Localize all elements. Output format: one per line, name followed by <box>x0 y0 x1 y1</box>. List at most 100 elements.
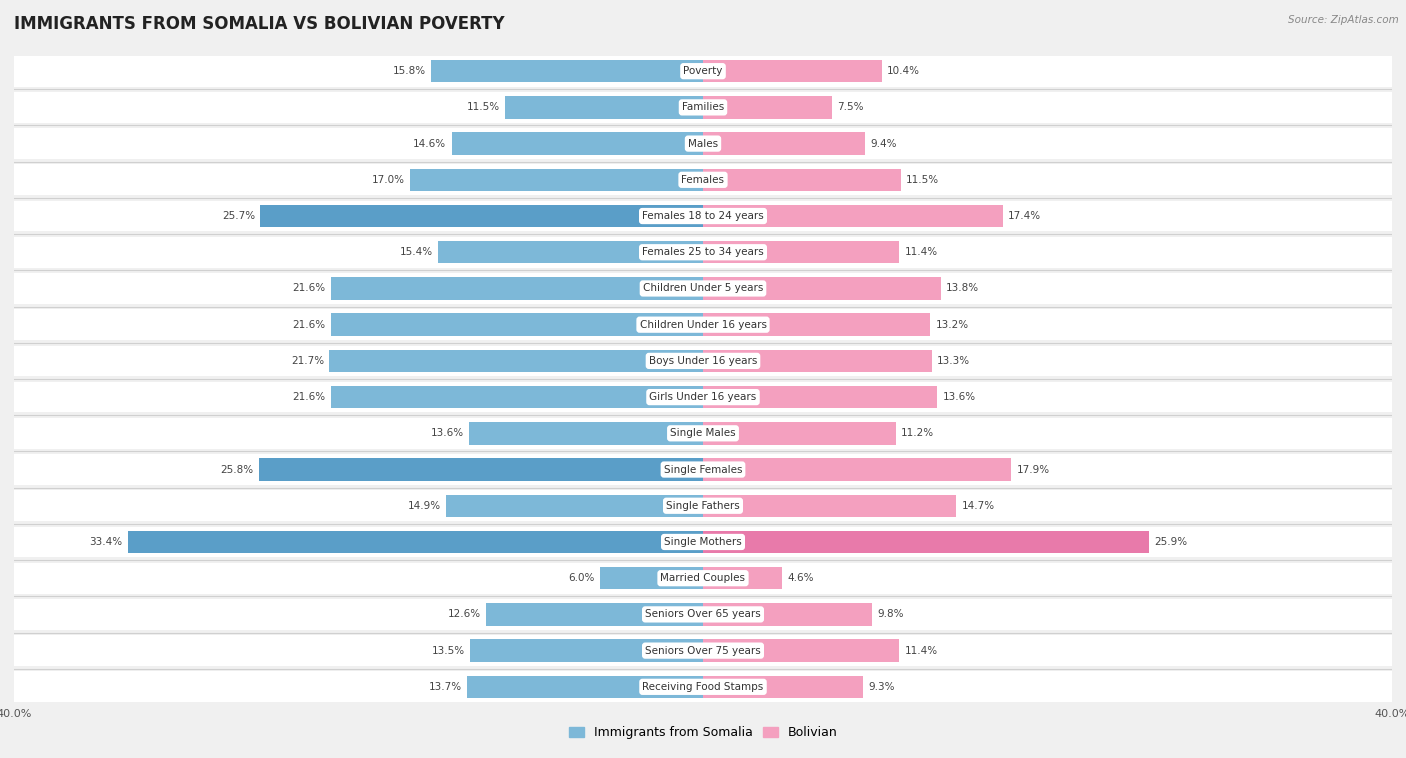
Text: 17.4%: 17.4% <box>1008 211 1040 221</box>
Bar <box>703 205 1002 227</box>
Bar <box>471 640 703 662</box>
Text: Females: Females <box>682 175 724 185</box>
Bar <box>703 133 865 155</box>
Bar <box>437 241 703 264</box>
Bar <box>329 349 703 372</box>
Text: 13.3%: 13.3% <box>938 356 970 366</box>
Bar <box>14 201 1392 231</box>
Text: 9.8%: 9.8% <box>877 609 904 619</box>
Bar <box>330 386 703 409</box>
Text: 17.9%: 17.9% <box>1017 465 1050 475</box>
Text: Single Fathers: Single Fathers <box>666 501 740 511</box>
Bar <box>14 562 1392 594</box>
Text: Single Mothers: Single Mothers <box>664 537 742 547</box>
Bar <box>703 96 832 118</box>
Bar <box>14 164 1392 196</box>
Text: 12.6%: 12.6% <box>447 609 481 619</box>
Text: 25.9%: 25.9% <box>1154 537 1188 547</box>
Bar <box>330 277 703 299</box>
Bar <box>486 603 703 625</box>
Bar <box>14 599 1392 630</box>
Bar <box>329 349 703 372</box>
Bar <box>703 459 1011 481</box>
Bar <box>467 675 703 698</box>
Text: 25.7%: 25.7% <box>222 211 256 221</box>
Text: Girls Under 16 years: Girls Under 16 years <box>650 392 756 402</box>
Bar <box>703 567 782 590</box>
Text: 21.6%: 21.6% <box>292 320 326 330</box>
Bar <box>703 386 938 409</box>
Text: IMMIGRANTS FROM SOMALIA VS BOLIVIAN POVERTY: IMMIGRANTS FROM SOMALIA VS BOLIVIAN POVE… <box>14 15 505 33</box>
Legend: Immigrants from Somalia, Bolivian: Immigrants from Somalia, Bolivian <box>564 722 842 744</box>
Text: Males: Males <box>688 139 718 149</box>
Text: Boys Under 16 years: Boys Under 16 years <box>648 356 758 366</box>
Text: 21.7%: 21.7% <box>291 356 323 366</box>
Text: 13.8%: 13.8% <box>946 283 979 293</box>
Bar <box>14 382 1392 412</box>
Bar <box>430 60 703 83</box>
Text: 11.5%: 11.5% <box>467 102 499 112</box>
Bar <box>14 418 1392 449</box>
Text: 13.5%: 13.5% <box>432 646 465 656</box>
Bar <box>703 277 941 299</box>
Bar <box>703 675 863 698</box>
Bar <box>259 459 703 481</box>
Text: 15.4%: 15.4% <box>399 247 433 257</box>
Bar <box>330 314 703 336</box>
Bar <box>14 236 1392 268</box>
Bar <box>467 675 703 698</box>
Text: Females 25 to 34 years: Females 25 to 34 years <box>643 247 763 257</box>
Bar <box>14 309 1392 340</box>
Bar <box>599 567 703 590</box>
Bar <box>599 567 703 590</box>
Bar <box>703 60 882 83</box>
Text: Children Under 5 years: Children Under 5 years <box>643 283 763 293</box>
Bar <box>14 672 1392 702</box>
Bar <box>703 640 900 662</box>
Text: Children Under 16 years: Children Under 16 years <box>640 320 766 330</box>
Bar <box>451 133 703 155</box>
Text: Single Females: Single Females <box>664 465 742 475</box>
Text: 11.5%: 11.5% <box>907 175 939 185</box>
Bar <box>330 386 703 409</box>
Bar <box>451 133 703 155</box>
Bar <box>486 603 703 625</box>
Text: 21.6%: 21.6% <box>292 283 326 293</box>
Text: 25.8%: 25.8% <box>221 465 253 475</box>
Text: 14.9%: 14.9% <box>408 501 441 511</box>
Text: Source: ZipAtlas.com: Source: ZipAtlas.com <box>1288 15 1399 25</box>
Text: 6.0%: 6.0% <box>568 573 595 583</box>
Bar <box>437 241 703 264</box>
Bar <box>446 494 703 517</box>
Text: 33.4%: 33.4% <box>90 537 122 547</box>
Text: 11.4%: 11.4% <box>904 646 938 656</box>
Bar <box>14 56 1392 86</box>
Text: Poverty: Poverty <box>683 66 723 76</box>
Bar <box>471 640 703 662</box>
Bar <box>505 96 703 118</box>
Text: Females 18 to 24 years: Females 18 to 24 years <box>643 211 763 221</box>
Text: Families: Families <box>682 102 724 112</box>
Text: 14.7%: 14.7% <box>962 501 994 511</box>
Bar <box>259 459 703 481</box>
Text: 13.6%: 13.6% <box>430 428 464 438</box>
Text: Seniors Over 65 years: Seniors Over 65 years <box>645 609 761 619</box>
Bar <box>14 635 1392 666</box>
Text: 10.4%: 10.4% <box>887 66 921 76</box>
Text: 13.6%: 13.6% <box>942 392 976 402</box>
Text: 11.4%: 11.4% <box>904 247 938 257</box>
Bar <box>330 314 703 336</box>
Text: 9.3%: 9.3% <box>869 682 894 692</box>
Text: Receiving Food Stamps: Receiving Food Stamps <box>643 682 763 692</box>
Bar <box>703 314 931 336</box>
Bar <box>14 273 1392 304</box>
Text: 13.2%: 13.2% <box>935 320 969 330</box>
Bar <box>703 349 932 372</box>
Bar <box>468 422 703 444</box>
Text: 7.5%: 7.5% <box>838 102 863 112</box>
Bar <box>446 494 703 517</box>
Bar <box>128 531 703 553</box>
Bar <box>703 531 1149 553</box>
Bar <box>14 454 1392 485</box>
Bar <box>411 168 703 191</box>
